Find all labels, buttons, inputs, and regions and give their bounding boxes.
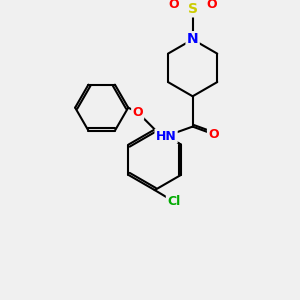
Text: HN: HN bbox=[156, 130, 176, 142]
Text: N: N bbox=[187, 32, 199, 46]
Text: O: O bbox=[206, 0, 217, 11]
Text: O: O bbox=[208, 128, 219, 141]
Text: O: O bbox=[132, 106, 143, 119]
Text: O: O bbox=[168, 0, 179, 11]
Text: Cl: Cl bbox=[167, 195, 180, 208]
Text: S: S bbox=[188, 2, 198, 16]
